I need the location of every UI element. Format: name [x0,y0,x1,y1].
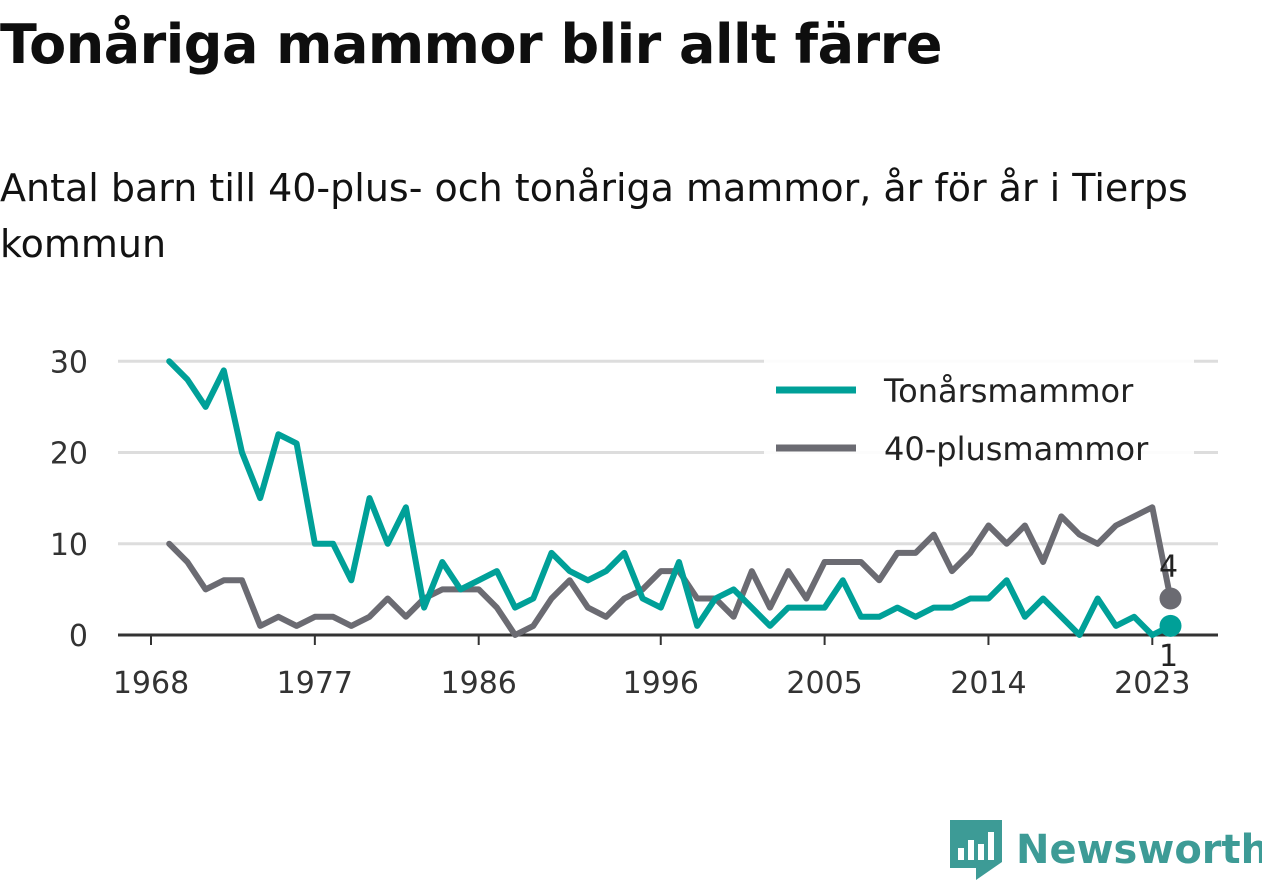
y-tick-label: 20 [50,437,88,472]
series-line-0 [166,358,1174,638]
x-tick-label: 2005 [786,666,862,701]
x-tick-label: 1986 [441,666,517,701]
newsworthy-logo-icon [950,820,1002,880]
y-tick-label: 30 [50,345,88,380]
y-tick-label: 0 [69,619,88,654]
legend-label: Tonårsmammor [883,372,1134,410]
y-tick-label: 10 [50,528,88,563]
end-labels: 14 [1159,550,1182,674]
chart-title: Tonåriga mammor blir allt färre [0,13,942,76]
x-axis: 1968 1977 1986 1996 2005 2014 2023 [113,633,1218,701]
end-value-label: 4 [1159,550,1178,585]
end-point-marker [1159,587,1182,610]
x-tick-label: 2023 [1114,666,1190,701]
end-value-label: 1 [1159,639,1178,674]
series-lines [166,358,1174,638]
brand-logo: Newsworthy [950,818,1262,882]
x-tick-label: 2014 [950,666,1026,701]
legend-label: 40-plusmammor [884,430,1149,468]
x-tick-label: 1977 [277,666,353,701]
series-line-1 [166,504,1174,638]
x-tick-label: 1996 [623,666,699,701]
brand-name: Newsworthy [1016,827,1262,873]
legend: Tonårsmammor 40-plusmammor [764,358,1194,470]
x-tick-label: 1968 [113,666,189,701]
chart-subtitle: Antal barn till 40-plus- och tonåriga ma… [0,166,1188,266]
end-point-marker [1159,614,1182,637]
